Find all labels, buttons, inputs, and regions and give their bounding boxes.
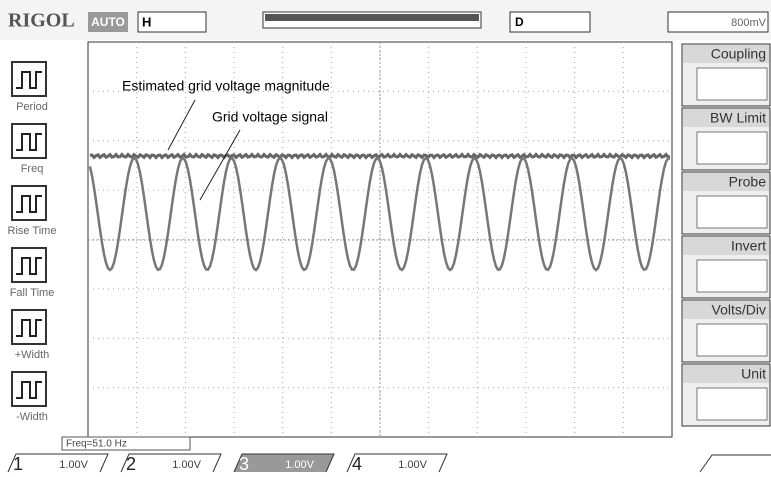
menu-value-box bbox=[697, 196, 767, 228]
memory-fill bbox=[265, 14, 479, 21]
channel-id: 1 bbox=[13, 454, 23, 474]
channel-scale: 1.00V bbox=[398, 459, 427, 471]
menu-label: Freq bbox=[21, 163, 44, 175]
channel-scale: 1.00V bbox=[172, 459, 201, 471]
menu-label: Probe bbox=[729, 174, 767, 190]
menu-label: Rise Time bbox=[8, 225, 57, 237]
magnitude-trace bbox=[90, 155, 670, 158]
menu-label: Coupling bbox=[711, 46, 766, 62]
h-label: H bbox=[142, 14, 151, 29]
menu-label: +Width bbox=[15, 349, 50, 361]
trigger-level: 800mV bbox=[731, 17, 767, 29]
menu-value-box bbox=[697, 388, 767, 420]
menu-value-box bbox=[697, 324, 767, 356]
channel-id: 3 bbox=[239, 454, 249, 474]
channel-id: 2 bbox=[126, 454, 136, 474]
channel-scale: 1.00V bbox=[59, 459, 88, 471]
channel-id: 4 bbox=[352, 454, 362, 474]
menu-value-box bbox=[697, 132, 767, 164]
channel-scale: 1.00V bbox=[285, 459, 314, 471]
menu-label: BW Limit bbox=[710, 110, 766, 126]
menu-label: Invert bbox=[731, 238, 766, 254]
menu-label: Period bbox=[16, 101, 48, 113]
menu-label: -Width bbox=[16, 411, 48, 423]
scope-screen: RIGOL AUTO H D 800mV Estimated grid volt… bbox=[0, 0, 771, 477]
frequency: Freq=51.0 Hz bbox=[66, 439, 127, 450]
annotation-magnitude: Estimated grid voltage magnitude bbox=[122, 78, 330, 94]
menu-label: Fall Time bbox=[10, 287, 55, 299]
menu-value-box bbox=[697, 260, 767, 292]
annotation-signal: Grid voltage signal bbox=[212, 109, 328, 125]
menu-label: Unit bbox=[741, 366, 766, 382]
menu-label: Volts/Div bbox=[712, 302, 766, 318]
menu-value-box bbox=[697, 68, 767, 100]
d-label: D bbox=[515, 15, 524, 29]
brand: RIGOL bbox=[8, 10, 75, 32]
mode: AUTO bbox=[91, 15, 125, 29]
